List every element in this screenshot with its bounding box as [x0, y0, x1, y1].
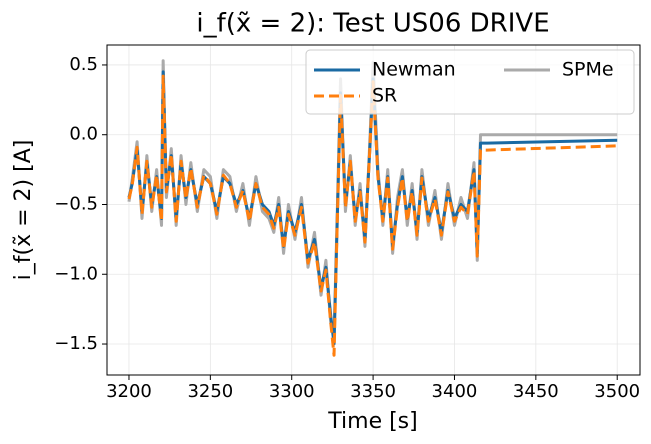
y-tick-label: −1.0	[54, 263, 98, 284]
legend-label: SPMe	[562, 59, 614, 81]
x-tick-label: 3200	[106, 381, 152, 402]
chart-title: i_f(x̃ = 2): Test US06 DRIVE	[196, 9, 549, 39]
y-tick-label: 0.0	[69, 124, 98, 145]
y-axis-label: i_f(x̃ = 2) [A]	[11, 140, 36, 281]
x-tick-label: 3450	[513, 381, 559, 402]
y-tick-label: −0.5	[54, 193, 98, 214]
y-tick-label: 0.5	[69, 54, 98, 75]
legend-label: SR	[372, 85, 397, 107]
x-axis-label: Time [s]	[327, 409, 417, 434]
plot-frame	[106, 44, 641, 376]
x-tick-label: 3500	[594, 381, 640, 402]
x-tick-label: 3400	[432, 381, 478, 402]
legend-label: Newman	[372, 59, 456, 81]
y-tick-label: −1.5	[54, 333, 98, 354]
line-series	[127, 74, 618, 357]
x-tick-label: 3350	[350, 381, 396, 402]
legend: Newman SR SPMe	[305, 49, 635, 115]
x-tick-label: 3300	[269, 381, 315, 402]
legend-box	[305, 49, 635, 115]
x-tick-label: 3250	[187, 381, 233, 402]
